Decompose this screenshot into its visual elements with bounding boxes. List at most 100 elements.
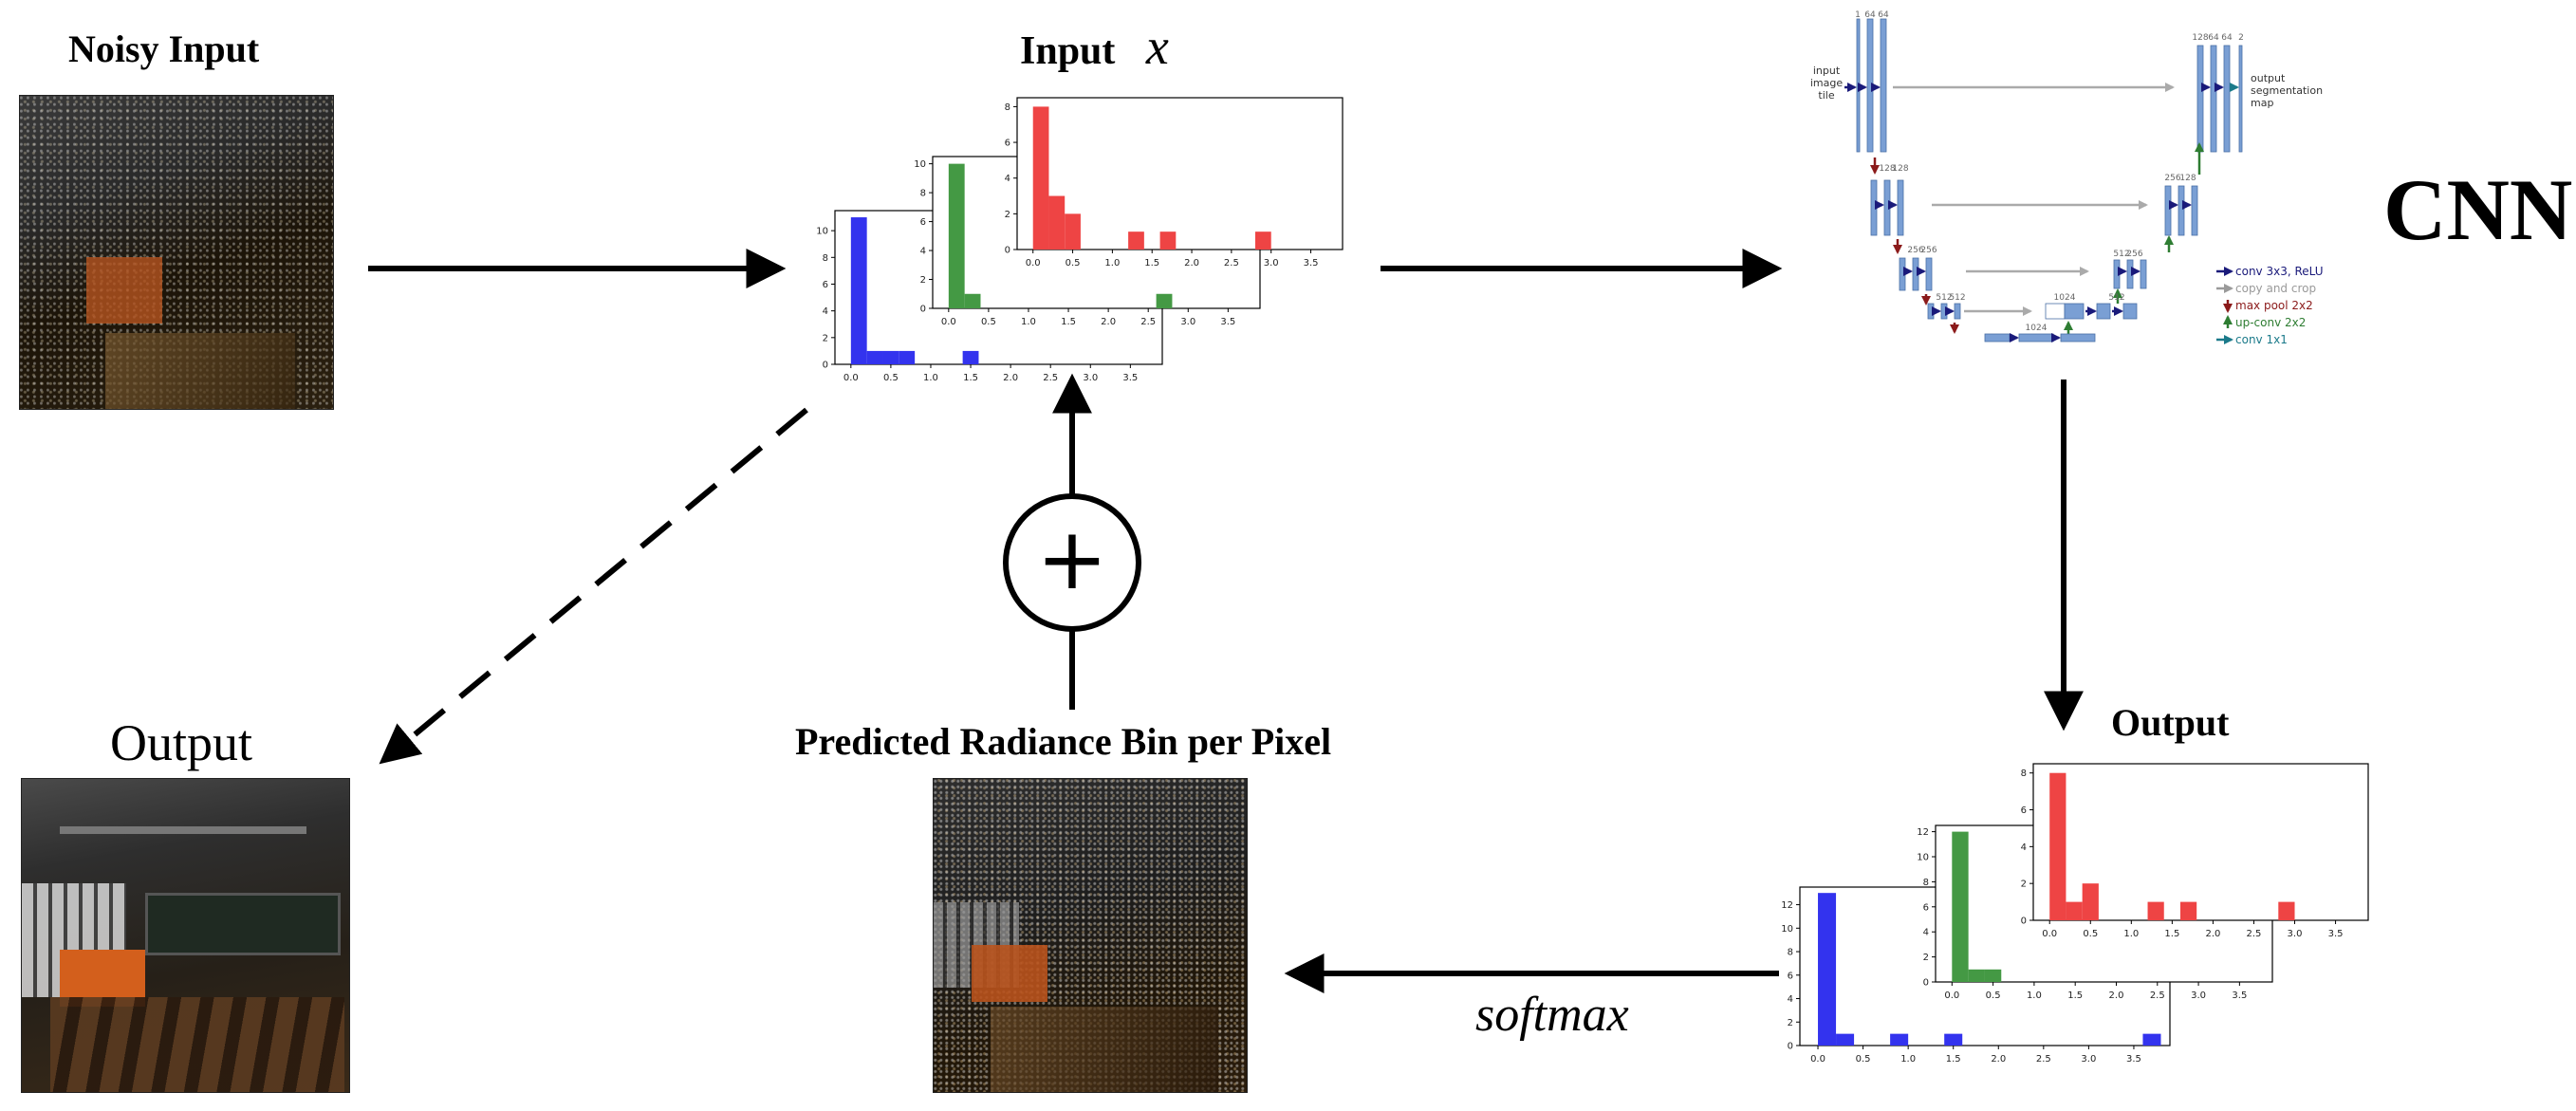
feature-map bbox=[2096, 303, 2111, 320]
y-tick-label: 2 bbox=[2021, 880, 2027, 890]
x-tick-label: 3.0 bbox=[2081, 1054, 2096, 1065]
x-tick-label: 2.5 bbox=[2247, 929, 2262, 939]
y-tick-label: 2 bbox=[1005, 210, 1010, 220]
input-x-variable: x bbox=[1145, 18, 1169, 75]
x-tick-label: 1.5 bbox=[2164, 929, 2179, 939]
x-tick-label: 3.5 bbox=[1304, 258, 1319, 268]
x-tick-label: 1.5 bbox=[2067, 991, 2083, 1001]
feature-map bbox=[1870, 179, 1878, 236]
histogram-bar bbox=[1944, 1033, 1963, 1046]
output-left-title: Output bbox=[110, 714, 253, 771]
x-tick-label: 2.0 bbox=[2109, 991, 2124, 1001]
histogram-bar bbox=[1890, 1033, 1909, 1046]
unet-output-label: output bbox=[2251, 72, 2286, 84]
output-map bbox=[2238, 45, 2243, 153]
feature-map bbox=[2113, 259, 2121, 289]
feature-map bbox=[2191, 185, 2198, 236]
histogram-bar bbox=[1032, 106, 1049, 250]
histogram-bar bbox=[2049, 772, 2066, 920]
y-tick-label: 4 bbox=[920, 247, 926, 257]
unet-legend-item: conv 1x1 bbox=[2216, 333, 2288, 346]
feature-map bbox=[1897, 179, 1904, 236]
x-tick-label: 2.5 bbox=[2150, 991, 2165, 1001]
x-tick-label: 0.5 bbox=[883, 373, 899, 383]
plus-circle bbox=[1003, 493, 1141, 632]
channel-label: 256 bbox=[2164, 174, 2180, 183]
x-tick-label: 1.5 bbox=[1144, 258, 1159, 268]
unet-legend-label: max pool 2x2 bbox=[2235, 299, 2313, 312]
feature-map bbox=[1954, 303, 1961, 320]
channel-label: 1024 bbox=[2026, 324, 2048, 333]
predicted-radiance-title: Predicted Radiance Bin per Pixel bbox=[795, 720, 1332, 763]
y-tick-label: 6 bbox=[1005, 139, 1010, 149]
y-tick-label: 10 bbox=[1917, 853, 1929, 863]
x-tick-label: 1.0 bbox=[923, 373, 938, 383]
y-tick-label: 8 bbox=[823, 253, 828, 264]
channel-label: 1024 bbox=[2054, 293, 2076, 303]
y-tick-label: 12 bbox=[1781, 900, 1793, 911]
histogram-bar bbox=[899, 350, 916, 364]
x-tick-label: 3.0 bbox=[1083, 373, 1098, 383]
y-tick-label: 2 bbox=[920, 275, 926, 286]
histogram-bar bbox=[2066, 901, 2083, 920]
orange-light bbox=[972, 945, 1047, 1002]
unet-input-label: input bbox=[1813, 65, 1841, 77]
histogram-bar bbox=[1128, 231, 1144, 250]
y-tick-label: 4 bbox=[1788, 994, 1793, 1005]
y-tick-label: 8 bbox=[1005, 102, 1010, 113]
y-tick-label: 6 bbox=[1923, 902, 1929, 913]
histogram-bar bbox=[2278, 901, 2295, 920]
x-tick-label: 0.0 bbox=[1810, 1054, 1825, 1065]
x-tick-label: 2.5 bbox=[2036, 1054, 2051, 1065]
channel-label: 256 bbox=[2126, 250, 2142, 259]
channel-label: 256 bbox=[1920, 246, 1937, 255]
input-tile bbox=[1856, 18, 1861, 153]
floor-light bbox=[991, 1007, 1218, 1092]
x-tick-label: 0.5 bbox=[1066, 258, 1081, 268]
unet-input-label: image bbox=[1810, 77, 1843, 89]
histogram-bar bbox=[1952, 831, 1969, 982]
y-tick-label: 0 bbox=[823, 361, 828, 371]
x-tick-label: 3.5 bbox=[1122, 373, 1138, 383]
noisy-input-image bbox=[19, 95, 334, 410]
histogram-bar bbox=[962, 350, 979, 364]
x-tick-label: 2.0 bbox=[1101, 317, 1116, 327]
x-tick-label: 3.0 bbox=[1180, 317, 1195, 327]
histogram-bar bbox=[1065, 213, 1081, 250]
feature-map bbox=[1899, 257, 1906, 291]
blackboard bbox=[145, 893, 341, 955]
x-tick-label: 0.5 bbox=[981, 317, 996, 327]
x-tick-label: 2.0 bbox=[1003, 373, 1018, 383]
feature-map bbox=[1866, 18, 1874, 153]
histogram-bar bbox=[1156, 293, 1173, 308]
feature-map bbox=[1880, 18, 1887, 153]
histogram-bar bbox=[1254, 231, 1271, 250]
unet-legend-label: conv 1x1 bbox=[2235, 333, 2288, 346]
noisy-input-title: Noisy Input bbox=[68, 28, 260, 70]
x-tick-label: 0.0 bbox=[843, 373, 859, 383]
x-tick-label: 2.0 bbox=[1991, 1054, 2006, 1065]
cnn-title: CNN bbox=[2383, 161, 2573, 258]
y-tick-label: 6 bbox=[1788, 971, 1793, 981]
y-tick-label: 2 bbox=[823, 333, 828, 343]
output-right-title: Output bbox=[2111, 701, 2230, 744]
channel-label: 64 bbox=[2221, 33, 2233, 43]
unet-legend-item: copy and crop bbox=[2216, 282, 2316, 295]
y-tick-label: 0 bbox=[920, 305, 926, 315]
x-tick-label: 0.5 bbox=[2083, 929, 2098, 939]
channel-label: 512 bbox=[2113, 250, 2129, 259]
input-x-title: Input x bbox=[1020, 17, 1169, 76]
histogram-bar bbox=[2142, 1033, 2161, 1046]
histogram-bar bbox=[2179, 901, 2197, 920]
x-tick-label: 2.0 bbox=[1184, 258, 1199, 268]
feature-map bbox=[2196, 45, 2204, 153]
plus-sign: + bbox=[1036, 509, 1107, 609]
unet-legend-item: up-conv 2x2 bbox=[2223, 315, 2306, 329]
x-tick-label: 0.0 bbox=[1026, 258, 1041, 268]
x-tick-label: 3.5 bbox=[2328, 929, 2344, 939]
x-tick-label: 1.0 bbox=[2123, 929, 2139, 939]
histogram-bar bbox=[882, 350, 899, 364]
channel-label: 128 bbox=[2192, 33, 2208, 43]
channel-label: 256 bbox=[1907, 246, 1923, 255]
